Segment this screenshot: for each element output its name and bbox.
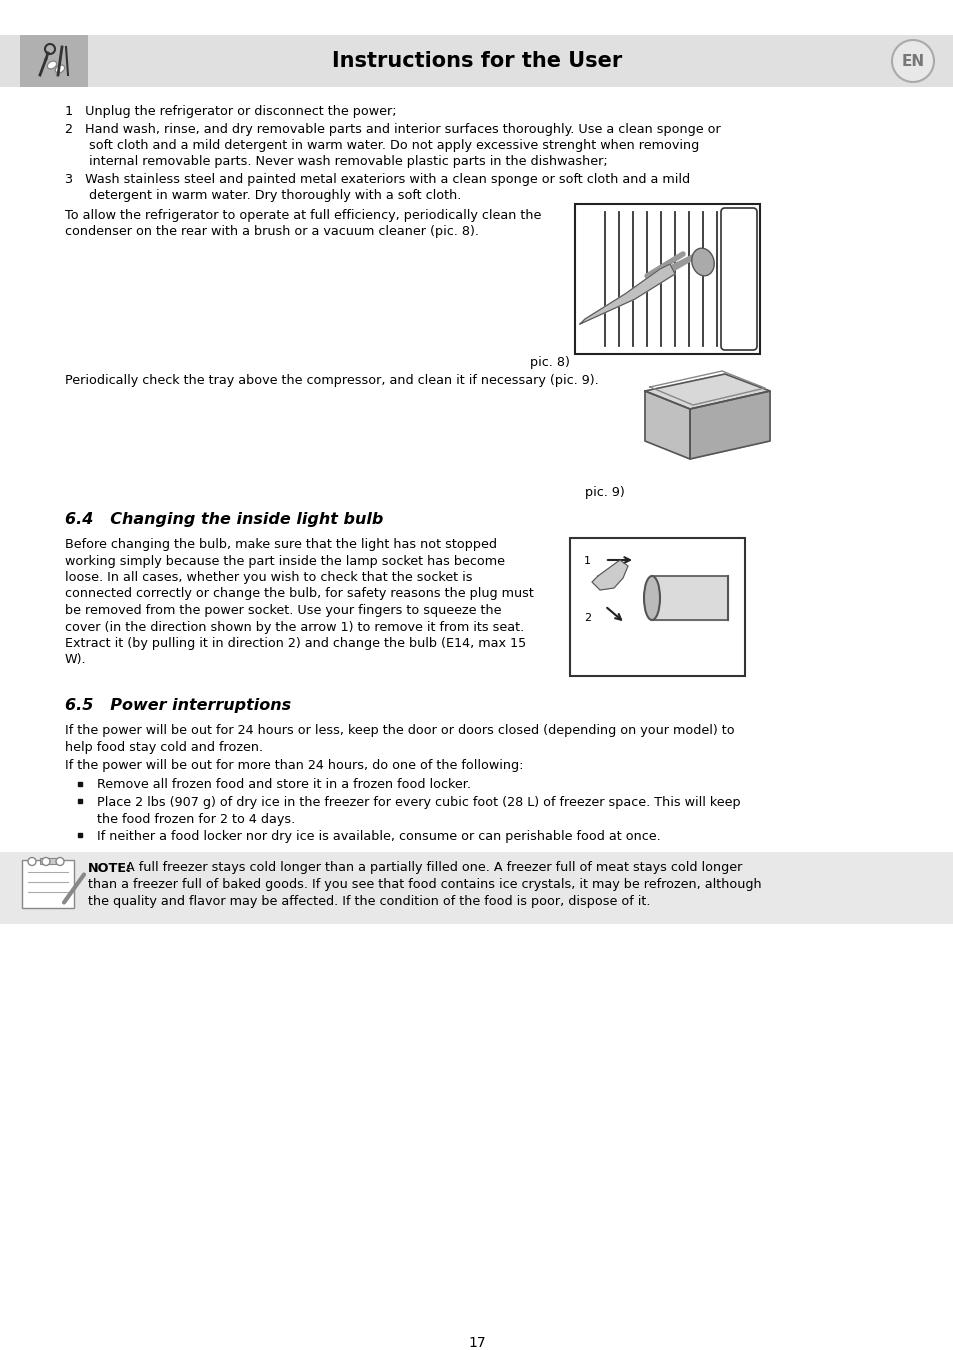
Ellipse shape (55, 65, 65, 73)
Bar (22, 860, 74, 907)
Ellipse shape (48, 61, 56, 69)
Text: A full freezer stays cold longer than a partially filled one. A freezer full of : A full freezer stays cold longer than a … (122, 861, 741, 875)
Text: Before changing the bulb, make sure that the light has not stopped: Before changing the bulb, make sure that… (65, 539, 497, 551)
Bar (40, 857, 56, 864)
Bar (0, 852, 953, 923)
Text: If the power will be out for more than 24 hours, do one of the following:: If the power will be out for more than 2… (65, 759, 523, 772)
Text: Instructions for the User: Instructions for the User (332, 51, 621, 72)
Polygon shape (592, 560, 627, 590)
Text: than a freezer full of baked goods. If you see that food contains ice crystals, : than a freezer full of baked goods. If y… (88, 878, 760, 891)
Text: W).: W). (65, 653, 87, 667)
Circle shape (42, 857, 50, 865)
Text: help food stay cold and frozen.: help food stay cold and frozen. (65, 741, 263, 753)
Ellipse shape (643, 576, 659, 620)
Text: the quality and flavor may be affected. If the condition of the food is poor, di: the quality and flavor may be affected. … (88, 895, 650, 907)
Bar (20, 35, 88, 86)
Circle shape (56, 857, 64, 865)
Polygon shape (579, 265, 675, 324)
Bar (569, 539, 744, 676)
Text: EN: EN (901, 54, 923, 69)
Circle shape (891, 40, 933, 82)
Text: 1   Unplug the refrigerator or disconnect the power;: 1 Unplug the refrigerator or disconnect … (65, 105, 396, 117)
Text: loose. In all cases, whether you wish to check that the socket is: loose. In all cases, whether you wish to… (65, 571, 472, 585)
Text: Place 2 lbs (907 g) of dry ice in the freezer for every cubic foot (28 L) of fre: Place 2 lbs (907 g) of dry ice in the fr… (97, 796, 740, 809)
Text: working simply because the part inside the lamp socket has become: working simply because the part inside t… (65, 555, 504, 567)
Text: 2: 2 (583, 613, 591, 622)
Text: condenser on the rear with a brush or a vacuum cleaner (pic. 8).: condenser on the rear with a brush or a … (65, 225, 478, 239)
Bar (0, 35, 953, 86)
Text: 1: 1 (583, 556, 590, 566)
Text: pic. 9): pic. 9) (584, 486, 624, 500)
Ellipse shape (691, 248, 714, 275)
Text: Periodically check the tray above the compressor, and clean it if necessary (pic: Periodically check the tray above the co… (65, 374, 598, 387)
Text: cover (in the direction shown by the arrow 1) to remove it from its seat.: cover (in the direction shown by the arr… (65, 621, 524, 633)
Polygon shape (689, 392, 769, 459)
Text: detergent in warm water. Dry thoroughly with a soft cloth.: detergent in warm water. Dry thoroughly … (65, 189, 461, 202)
Text: pic. 8): pic. 8) (530, 356, 569, 369)
Text: 6.4   Changing the inside light bulb: 6.4 Changing the inside light bulb (65, 512, 383, 526)
Text: Remove all frozen food and store it in a frozen food locker.: Remove all frozen food and store it in a… (97, 779, 471, 791)
Text: To allow the refrigerator to operate at full efficiency, periodically clean the: To allow the refrigerator to operate at … (65, 209, 540, 221)
Text: the food frozen for 2 to 4 days.: the food frozen for 2 to 4 days. (97, 813, 294, 825)
Text: Extract it (by pulling it in direction 2) and change the bulb (E14, max 15: Extract it (by pulling it in direction 2… (65, 637, 526, 649)
Text: 6.5   Power interruptions: 6.5 Power interruptions (65, 698, 291, 713)
Text: 2   Hand wash, rinse, and dry removable parts and interior surfaces thoroughly. : 2 Hand wash, rinse, and dry removable pa… (65, 123, 720, 135)
Bar (575, 204, 760, 354)
Text: soft cloth and a mild detergent in warm water. Do not apply excessive strenght w: soft cloth and a mild detergent in warm … (65, 139, 699, 153)
Text: 17: 17 (468, 1336, 485, 1350)
Text: internal removable parts. Never wash removable plastic parts in the dishwasher;: internal removable parts. Never wash rem… (65, 155, 607, 169)
Text: If neither a food locker nor dry ice is available, consume or can perishable foo: If neither a food locker nor dry ice is … (97, 830, 660, 842)
Text: 3   Wash stainless steel and painted metal exateriors with a clean sponge or sof: 3 Wash stainless steel and painted metal… (65, 173, 689, 186)
FancyBboxPatch shape (720, 208, 757, 350)
Polygon shape (644, 374, 769, 409)
Text: connected correctly or change the bulb, for safety reasons the plug must: connected correctly or change the bulb, … (65, 587, 534, 601)
Text: If the power will be out for 24 hours or less, keep the door or doors closed (de: If the power will be out for 24 hours or… (65, 724, 734, 737)
Circle shape (28, 857, 36, 865)
Text: be removed from the power socket. Use your fingers to squeeze the: be removed from the power socket. Use yo… (65, 603, 501, 617)
Text: NOTE:: NOTE: (88, 861, 132, 875)
Polygon shape (644, 392, 689, 459)
